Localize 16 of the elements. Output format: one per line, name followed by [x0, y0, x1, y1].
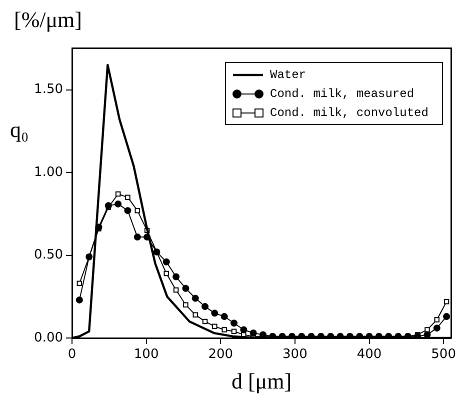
x-tick-label: 0 — [68, 347, 76, 362]
y-tick-label: 1.50 — [34, 82, 63, 98]
y-axis-title: q₀ — [10, 116, 29, 142]
x-tick-label: 200 — [208, 347, 234, 362]
chart-title: [%/μm] — [14, 6, 82, 32]
x-tick-label: 100 — [134, 347, 159, 362]
x-tick-label: 300 — [282, 347, 308, 362]
x-tick-label: 400 — [356, 347, 382, 362]
legend-label: Cond. milk, measured — [270, 86, 414, 101]
y-tick-label: 0.00 — [34, 330, 63, 346]
y-tick-label: 1.00 — [34, 164, 63, 180]
x-tick-label: 500 — [431, 347, 456, 362]
x-axis-title: d [μm] — [231, 368, 292, 394]
legend-label: Cond. milk, convoluted — [270, 106, 428, 120]
legend-label: Water — [270, 68, 306, 82]
y-tick-label: 0.50 — [34, 248, 63, 263]
